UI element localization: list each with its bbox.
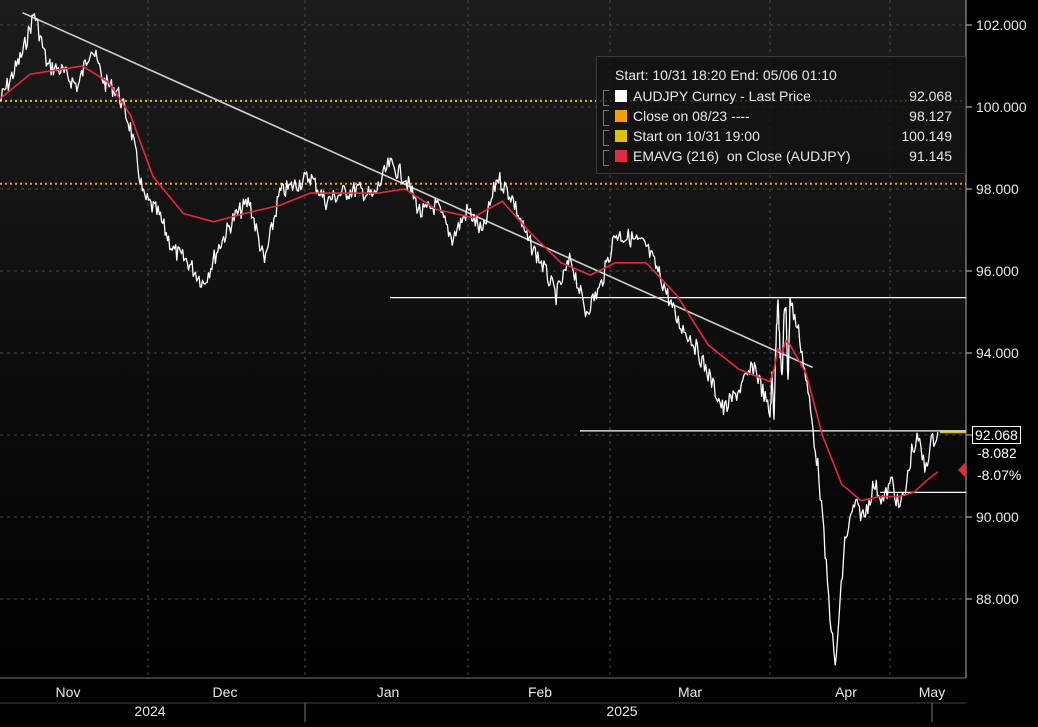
y-tick-label: 102.000 (976, 17, 1027, 33)
ema-marker (958, 462, 966, 479)
legend-tick (603, 150, 609, 166)
trendline (22, 11, 813, 369)
x-tick-label: Mar (678, 684, 702, 700)
legend-value-start: 100.149 (901, 128, 952, 144)
y-tick-label: 88.000 (976, 591, 1019, 607)
year-label: 2024 (134, 703, 165, 719)
x-tick-label: Nov (56, 684, 81, 700)
y-tick-label: 94.000 (976, 345, 1019, 361)
legend-row-last-price[interactable]: AUDJPY Curncy - Last Price 92.068 (603, 87, 958, 107)
legend-label-start: Start on 10/31 19:00 (633, 128, 760, 144)
legend-tick (603, 130, 609, 146)
legend-header: Start: 10/31 18:20 End: 05/06 01:10 (615, 67, 837, 83)
x-tick-label: Jan (377, 684, 400, 700)
price-series-line (0, 12, 939, 666)
y-tick-label: 96.000 (976, 263, 1019, 279)
year-label: 2025 (606, 703, 637, 719)
legend-row-start[interactable]: Start on 10/31 19:00 100.149 (603, 127, 958, 147)
legend-row-ema[interactable]: EMAVG (216) on Close (AUDJPY) 91.145 (603, 147, 958, 167)
y-tick-label: 98.000 (976, 181, 1019, 197)
legend-tick (603, 110, 609, 126)
legend-label-ema: EMAVG (216) on Close (AUDJPY) (633, 148, 851, 164)
legend-tick (603, 90, 609, 106)
legend-box: Start: 10/31 18:20 End: 05/06 01:10 AUDJ… (596, 56, 966, 174)
legend-swatch-ema (615, 150, 627, 162)
last-price-tag: 92.068 (972, 426, 1021, 444)
legend-swatch-start (615, 130, 627, 142)
x-tick-label: Dec (213, 684, 238, 700)
y-tick-label: 90.000 (976, 509, 1019, 525)
x-tick-label: Feb (528, 684, 552, 700)
legend-label-close: Close on 08/23 ---- (633, 108, 750, 124)
y-tick-label: 100.000 (976, 99, 1027, 115)
legend-swatch-close (615, 110, 627, 122)
x-tick-label: Apr (835, 684, 857, 700)
ema-series-line (0, 65, 939, 502)
change-pct-tag: -8.07% (977, 467, 1022, 483)
legend-row-close[interactable]: Close on 08/23 ---- 98.127 (603, 107, 958, 127)
x-tick-label: May (919, 684, 945, 700)
legend-value-ema: 91.145 (909, 148, 952, 164)
legend-value-last-price: 92.068 (909, 88, 952, 104)
legend-value-close: 98.127 (909, 108, 952, 124)
legend-swatch-last-price (615, 90, 627, 102)
legend-label-last-price: AUDJPY Curncy - Last Price (633, 88, 811, 104)
change-tag: -8.082 (977, 445, 1017, 461)
